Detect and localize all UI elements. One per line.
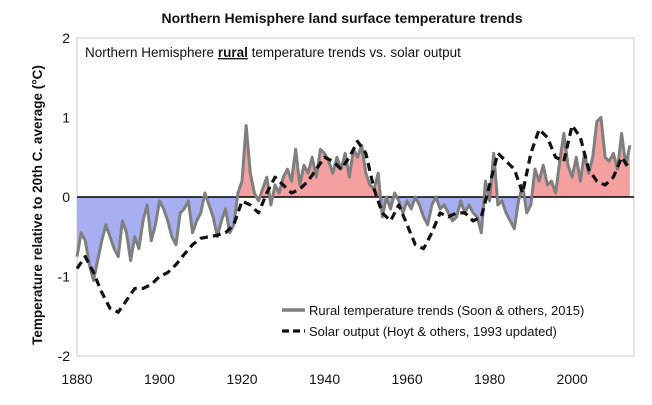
chart-subtitle: Northern Hemisphere rural temperature tr…	[85, 45, 461, 60]
x-tick-label: 1900	[144, 371, 175, 387]
subtitle-part-2: rural	[218, 45, 248, 60]
y-tick-label: 0	[62, 189, 70, 205]
chart-title: Northern Hemisphere land surface tempera…	[162, 10, 523, 26]
x-tick-labels: 1880 1900 1920 1940 1960 1980 2000	[61, 371, 587, 387]
legend-label-rural: Rural temperature trends (Soon & others,…	[309, 303, 584, 318]
y-axis-label: Temperature relative to 20th C. average …	[30, 65, 45, 345]
x-tick-label: 1980	[474, 371, 505, 387]
y-tick-label: 1	[62, 110, 70, 126]
x-tick-label: 2000	[557, 371, 588, 387]
x-tick-label: 1940	[309, 371, 340, 387]
solar-output-line	[75, 123, 632, 314]
y-tick-label: 2	[62, 30, 70, 46]
subtitle-part-1: Northern Hemisphere	[85, 45, 218, 60]
y-tick-labels: 2 1 0 -1 -2	[58, 30, 71, 364]
x-tick-label: 1960	[391, 371, 422, 387]
y-tick-label: -2	[58, 348, 71, 364]
negative-anomaly-fill	[77, 197, 630, 281]
y-tick-label: -1	[58, 269, 71, 285]
series-lines	[75, 116, 632, 314]
x-tick-label: 1920	[226, 371, 257, 387]
legend-label-solar: Solar output (Hoyt & others, 1993 update…	[309, 324, 557, 339]
legend: Rural temperature trends (Soon & others,…	[282, 303, 584, 339]
x-tick-label: 1880	[61, 371, 92, 387]
subtitle-part-3: temperature trends vs. solar output	[248, 45, 461, 60]
